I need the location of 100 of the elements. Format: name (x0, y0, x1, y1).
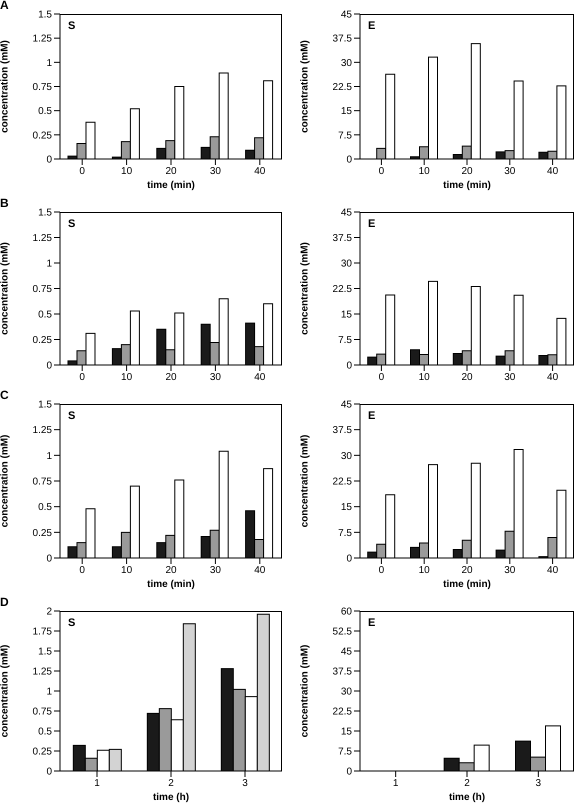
y-tick-label: 7.5 (338, 746, 352, 758)
y-axis-title: concentration (mM) (300, 644, 311, 738)
y-tick-label: 0.5 (38, 502, 52, 514)
annotation: E (368, 617, 376, 629)
text: C (0, 388, 9, 402)
y-axis-title: concentration (mM) (0, 40, 11, 133)
y-tick-label: 0 (346, 554, 352, 565)
y-tick-label: 15 (340, 502, 352, 514)
y-tick-label: 60 (340, 606, 352, 618)
x-tick-label: 0 (378, 565, 385, 576)
y-tick-label: 1 (46, 686, 52, 698)
y-tick-label: 1.5 (38, 646, 52, 658)
y-tick-label: 2 (46, 606, 52, 618)
x-tick-label: 20 (461, 372, 473, 384)
y-tick-label: 0.5 (38, 106, 52, 118)
annotation: S (68, 410, 76, 422)
x-tick-label: 10 (418, 166, 430, 178)
x-tick-label: 10 (121, 166, 133, 178)
y-tick-label: 0 (46, 360, 52, 372)
x-tick-label: 0 (378, 372, 385, 384)
x-tick-label: 40 (254, 565, 266, 576)
y-tick-label: 1.75 (32, 626, 52, 638)
x-tick-label: 30 (504, 372, 516, 384)
x-tick-label: 40 (547, 372, 559, 384)
text: B (0, 196, 9, 210)
annotation: S (68, 20, 76, 32)
y-tick-label: 30 (340, 258, 352, 270)
x-axis-title: time (min) (442, 179, 492, 192)
y-tick-label: 0.25 (32, 528, 52, 539)
y-axis-title: concentration (mM) (300, 40, 311, 133)
x-tick-label: 0 (79, 565, 86, 576)
y-axis-title: concentration (mM) (0, 434, 11, 528)
y-tick-label: 1.5 (38, 10, 52, 21)
x-tick-label: 1 (392, 778, 399, 790)
y-tick-label: 1.25 (32, 666, 52, 678)
y-tick-label: 1.25 (32, 425, 52, 436)
y-tick-label: 0 (46, 154, 52, 166)
x-axis-title: time (h) (152, 791, 190, 804)
x-tick-label: 40 (254, 372, 266, 384)
annotation: E (368, 218, 376, 230)
y-tick-label: 15 (340, 310, 352, 321)
y-tick-label: 0 (346, 766, 352, 778)
x-tick-label: 40 (547, 166, 559, 178)
x-axis-title: time (min) (146, 578, 196, 591)
y-tick-label: 37.5 (332, 233, 352, 244)
x-tick-label: 30 (210, 372, 222, 384)
x-tick-label: 3 (536, 778, 542, 790)
y-tick-label: 45 (340, 208, 352, 219)
y-tick-label: 15 (340, 106, 352, 118)
x-tick-label: 10 (121, 372, 133, 384)
y-tick-label: 1 (46, 258, 52, 270)
y-tick-label: 0 (46, 554, 52, 565)
y-tick-label: 30 (340, 686, 352, 698)
y-tick-label: 0 (346, 360, 352, 372)
y-tick-label: 1 (46, 58, 52, 69)
y-tick-label: 30 (340, 58, 352, 69)
y-tick-label: 37.5 (332, 666, 352, 678)
y-tick-label: 0.25 (32, 335, 52, 346)
x-tick-label: 10 (121, 565, 133, 576)
x-tick-label: 40 (547, 565, 559, 576)
annotation: S (68, 617, 76, 629)
y-tick-label: 1 (46, 450, 52, 462)
annotation: E (368, 410, 376, 422)
y-tick-label: 22.5 (332, 82, 352, 94)
y-tick-label: 7.5 (338, 130, 352, 142)
text: A (0, 0, 9, 12)
x-tick-label: 10 (418, 565, 430, 576)
x-tick-label: 3 (242, 778, 248, 790)
x-tick-label: 2 (464, 778, 470, 790)
y-axis-title: concentration (mM) (0, 242, 11, 335)
y-tick-label: 7.5 (338, 528, 352, 539)
x-tick-label: 30 (504, 166, 516, 178)
x-tick-label: 40 (254, 166, 266, 178)
y-tick-label: 1.25 (32, 34, 52, 45)
y-tick-label: 1.25 (32, 233, 52, 244)
y-axis-title: concentration (mM) (300, 242, 311, 335)
y-tick-label: 22.5 (332, 706, 352, 718)
x-axis-title: time (h) (448, 791, 486, 804)
y-tick-label: 37.5 (332, 34, 352, 45)
y-tick-label: 22.5 (332, 476, 352, 488)
x-tick-label: 20 (165, 166, 177, 178)
y-tick-label: 0.75 (32, 706, 52, 718)
y-axis-title: concentration (mM) (300, 434, 311, 528)
x-tick-label: 10 (418, 372, 430, 384)
x-tick-label: 30 (504, 565, 516, 576)
y-tick-label: 0 (46, 766, 52, 778)
x-tick-label: 20 (461, 166, 473, 178)
y-tick-label: 45 (340, 646, 352, 658)
x-axis-title: time (min) (442, 578, 492, 591)
y-tick-label: 0 (346, 154, 352, 166)
x-tick-label: 0 (378, 166, 385, 178)
x-tick-label: 20 (165, 372, 177, 384)
y-tick-label: 45 (340, 400, 352, 411)
y-tick-label: 0.25 (32, 130, 52, 142)
y-tick-label: 0.75 (32, 476, 52, 488)
x-tick-label: 0 (79, 166, 86, 178)
x-tick-label: 20 (165, 565, 177, 576)
y-tick-label: 22.5 (332, 284, 352, 296)
y-tick-label: 7.5 (338, 335, 352, 346)
x-tick-label: 0 (79, 372, 86, 384)
